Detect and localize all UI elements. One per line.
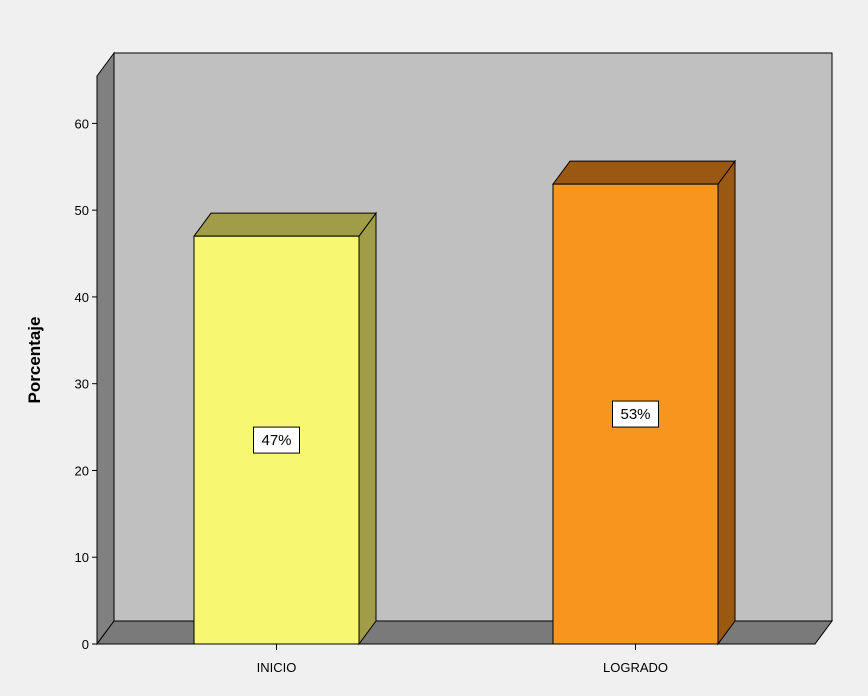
y-tick-label-60: 60 bbox=[75, 116, 89, 131]
bar-side-inicio bbox=[358, 211, 377, 646]
x-tick-label-logrado: LOGRADO bbox=[603, 660, 668, 675]
data-label-inicio: 47% bbox=[261, 432, 291, 449]
y-axis-title: Porcentaje bbox=[25, 317, 44, 404]
y-tick-label-10: 10 bbox=[75, 550, 89, 565]
plot-side-wall bbox=[96, 51, 115, 646]
y-axis: 0 10 20 30 40 50 60 bbox=[75, 76, 98, 652]
y-tick-label-20: 20 bbox=[75, 463, 89, 478]
y-tick-label-30: 30 bbox=[75, 377, 89, 392]
bar-top-inicio bbox=[193, 212, 377, 237]
y-tick-label-40: 40 bbox=[75, 290, 89, 305]
bar-inicio: 47% bbox=[193, 211, 377, 646]
data-label-box-inicio bbox=[253, 426, 300, 454]
data-label-logrado: 53% bbox=[620, 406, 650, 423]
x-axis: INICIO LOGRADO bbox=[257, 644, 668, 675]
data-label-box-logrado bbox=[612, 400, 659, 428]
x-tick-label-inicio: INICIO bbox=[257, 660, 297, 675]
bar-logrado: 53% bbox=[552, 159, 736, 646]
bar-top-logrado bbox=[552, 160, 736, 185]
bar-side-logrado bbox=[717, 159, 736, 646]
y-tick-label-0: 0 bbox=[82, 637, 89, 652]
y-tick-label-50: 50 bbox=[75, 203, 89, 218]
